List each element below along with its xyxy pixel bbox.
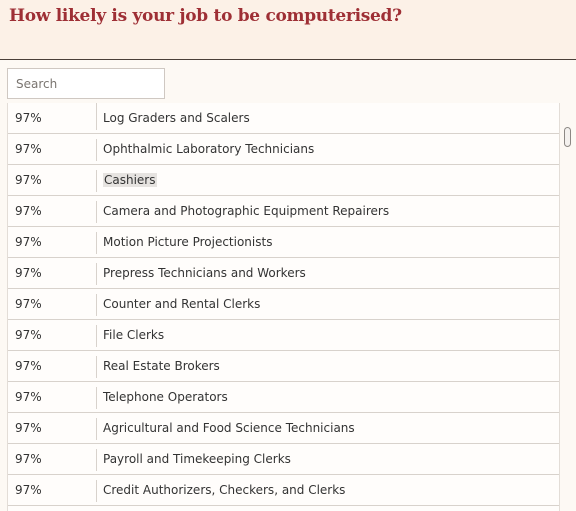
column-divider: [96, 418, 97, 440]
job-title-cell: Motion Picture Projectionists: [103, 235, 273, 249]
probability-cell: 97%: [15, 235, 42, 249]
job-title-cell: Real Estate Brokers: [103, 359, 220, 373]
job-title-cell: Cashiers: [103, 173, 157, 187]
probability-cell: 97%: [15, 204, 42, 218]
table-row[interactable]: 97% Camera and Photographic Equipment Rep…: [8, 196, 559, 227]
table-row[interactable]: 97% Prepress Technicians and Workers: [8, 258, 559, 289]
column-divider: [96, 294, 97, 316]
table-row[interactable]: 97% Credit Authorizers, Checkers, and Cle…: [8, 475, 559, 506]
page-title: How likely is your job to be computerise…: [9, 6, 402, 26]
column-divider: [96, 139, 97, 161]
table-row[interactable]: 97% Payroll and Timekeeping Clerks: [8, 444, 559, 475]
job-title-cell: Credit Authorizers, Checkers, and Clerks: [103, 483, 346, 497]
table-row[interactable]: 97% Counter and Rental Clerks: [8, 289, 559, 320]
header: How likely is your job to be computerise…: [0, 0, 576, 60]
scrollbar-thumb[interactable]: [564, 127, 571, 147]
jobs-table: 97% Log Graders and Scalers 97% Ophthalmic …: [7, 103, 560, 511]
table-row[interactable]: 97% Cashiers: [8, 165, 559, 196]
table-row[interactable]: 97% File Clerks: [8, 320, 559, 351]
column-divider: [96, 232, 97, 254]
probability-cell: 97%: [15, 111, 42, 125]
job-title-cell: File Clerks: [103, 328, 165, 342]
probability-cell: 97%: [15, 359, 42, 373]
table-row[interactable]: 97% Ophthalmic Laboratory Technicians: [8, 134, 559, 165]
table-row[interactable]: 97% Agricultural and Food Science Technic…: [8, 413, 559, 444]
job-title-cell: Camera and Photographic Equipment Repair…: [103, 204, 390, 218]
probability-cell: 97%: [15, 421, 42, 435]
column-divider: [96, 480, 97, 502]
probability-cell: 97%: [15, 390, 42, 404]
column-divider: [96, 449, 97, 471]
probability-cell: 97%: [15, 328, 42, 342]
column-divider: [96, 325, 97, 347]
probability-cell: 97%: [15, 266, 42, 280]
table-row[interactable]: 97% Motion Picture Projectionists: [8, 227, 559, 258]
probability-cell: 97%: [15, 173, 42, 187]
probability-cell: 97%: [15, 142, 42, 156]
search-input[interactable]: [7, 68, 165, 99]
column-divider: [96, 103, 97, 130]
probability-cell: 97%: [15, 452, 42, 466]
table-row[interactable]: 97% Log Graders and Scalers: [8, 103, 559, 134]
column-divider: [96, 201, 97, 223]
probability-cell: 97%: [15, 297, 42, 311]
scrollbar[interactable]: [563, 103, 573, 511]
job-title-cell: Log Graders and Scalers: [103, 111, 250, 125]
column-divider: [96, 170, 97, 192]
job-title-cell: Counter and Rental Clerks: [103, 297, 261, 311]
job-title-cell: Agricultural and Food Science Technician…: [103, 421, 355, 435]
job-title-cell: Ophthalmic Laboratory Technicians: [103, 142, 315, 156]
job-title-cell: Prepress Technicians and Workers: [103, 266, 306, 280]
table-row[interactable]: 97% Telephone Operators: [8, 382, 559, 413]
table-row[interactable]: 97% Real Estate Brokers: [8, 351, 559, 382]
column-divider: [96, 387, 97, 409]
probability-cell: 97%: [15, 483, 42, 497]
column-divider: [96, 263, 97, 285]
job-title-cell: Payroll and Timekeeping Clerks: [103, 452, 291, 466]
column-divider: [96, 356, 97, 378]
job-title-cell: Telephone Operators: [103, 390, 228, 404]
